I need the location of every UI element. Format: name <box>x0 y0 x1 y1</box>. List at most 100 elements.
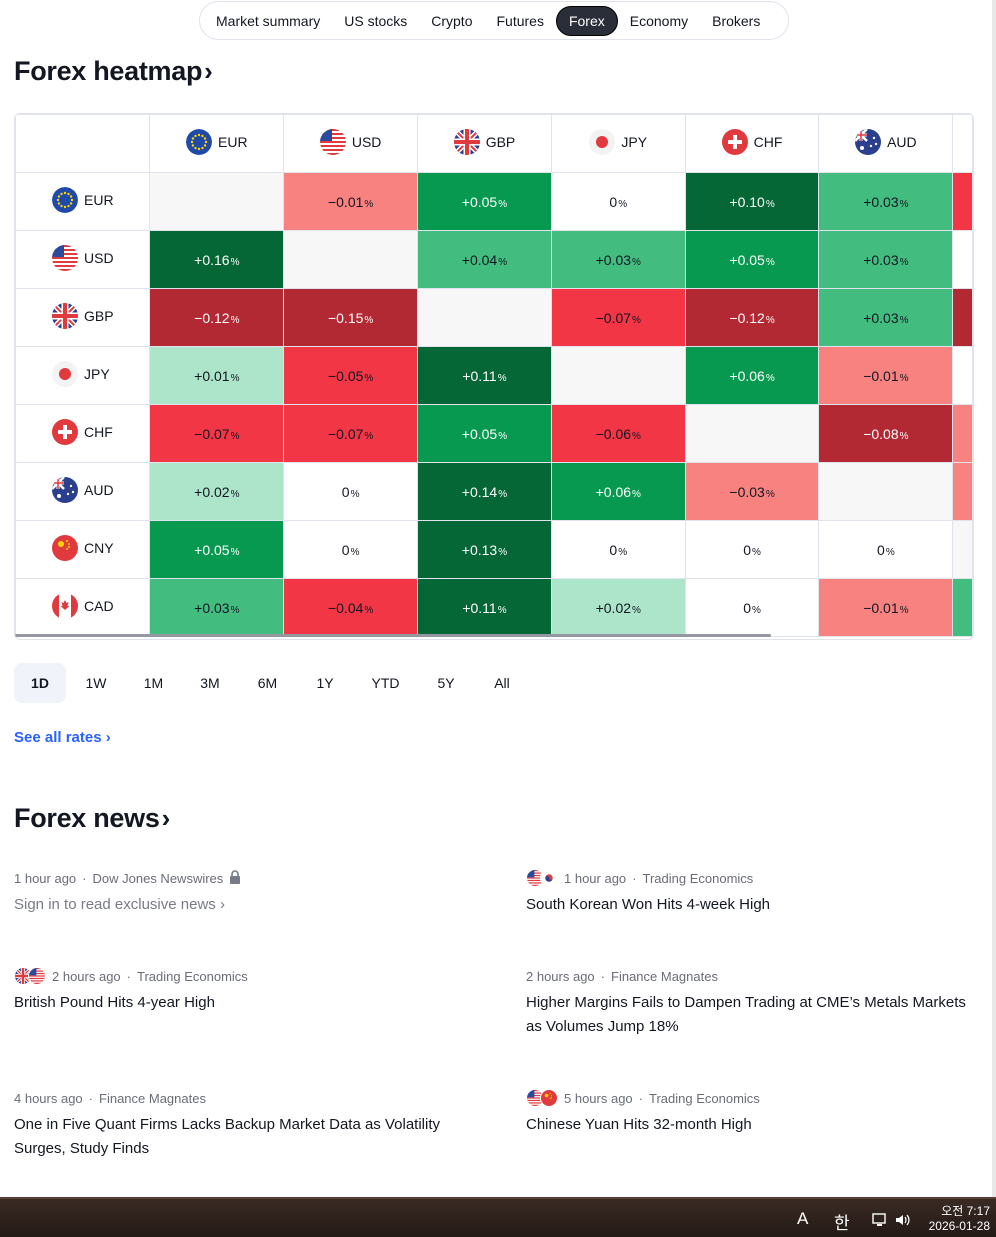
column-header-jpy[interactable]: JPY <box>550 114 686 173</box>
column-header-chf[interactable]: CHF <box>684 114 820 173</box>
heatmap-cell-chf-gbp[interactable]: +0.05% <box>417 404 552 463</box>
period-6m[interactable]: 6M <box>257 675 278 691</box>
news-item[interactable]: 2 hours ago · Finance Magnates Higher Margi… <box>526 965 966 1039</box>
heatmap-cell-cad-usd[interactable]: −0.04% <box>283 578 419 637</box>
forex-heatmap: EUR USD GBP JPY CHF AUD EUR −0.01% +0.05% 0% +0.10… <box>14 113 974 640</box>
column-header-aud[interactable]: AUD <box>818 114 954 173</box>
heatmap-cell-gbp-jpy[interactable]: −0.07% <box>550 288 686 347</box>
sign-in-link[interactable]: Sign in to read exclusive news › <box>14 896 225 913</box>
heatmap-cell-chf-eur[interactable]: −0.07% <box>149 404 285 463</box>
heatmap-cell-cny-eur[interactable]: +0.05% <box>149 520 285 579</box>
column-header-gbp[interactable]: GBP <box>417 114 552 173</box>
heatmap-cell-gbp-usd[interactable]: −0.15% <box>283 288 419 347</box>
heatmap-cell-cny-gbp[interactable]: +0.13% <box>417 520 552 579</box>
tab-brokers[interactable]: Brokers <box>712 12 761 29</box>
network-icon[interactable] <box>872 1212 888 1232</box>
period-1w[interactable]: 1W <box>85 675 107 691</box>
heatmap-cell-chf-jpy[interactable]: −0.06% <box>550 404 686 463</box>
news-headline[interactable]: One in Five Quant Firms Lacks Backup Mar… <box>14 1116 440 1157</box>
news-item[interactable]: 2 hours ago · Trading Economics British Pou… <box>14 965 454 1015</box>
page-scrollbar[interactable] <box>992 0 996 1197</box>
heatmap-cell-gbp-eur[interactable]: −0.12% <box>149 288 285 347</box>
heatmap-title[interactable]: Forex heatmap› <box>14 56 213 87</box>
heatmap-cell-eur-aud[interactable]: +0.03% <box>818 172 954 231</box>
heatmap-cell-cad-eur[interactable]: +0.03% <box>149 578 285 637</box>
heatmap-cell-jpy-eur[interactable]: +0.01% <box>149 346 285 405</box>
heatmap-cell-eur-gbp[interactable]: +0.05% <box>417 172 552 231</box>
column-header-eur[interactable]: EUR <box>149 114 285 173</box>
heatmap-cell-jpy-chf[interactable]: +0.06% <box>684 346 820 405</box>
heatmap-cell-chf-aud[interactable]: −0.08% <box>818 404 954 463</box>
heatmap-cell-usd-eur[interactable]: +0.16% <box>149 230 285 289</box>
heatmap-cell-eur-usd[interactable]: −0.01% <box>283 172 419 231</box>
heatmap-cell-aud-usd[interactable]: 0% <box>283 462 419 521</box>
row-header-eur[interactable]: EUR <box>15 172 151 231</box>
heatmap-cell-gbp-aud[interactable]: +0.03% <box>818 288 954 347</box>
see-all-rates-link[interactable]: See all rates › <box>14 729 111 746</box>
news-item[interactable]: 5 hours ago · Trading Economics Chinese Yua… <box>526 1087 966 1137</box>
heatmap-cell-usd-gbp[interactable]: +0.04% <box>417 230 552 289</box>
heatmap-cell-cny-usd[interactable]: 0% <box>283 520 419 579</box>
heatmap-cell-aud-jpy[interactable]: +0.06% <box>550 462 686 521</box>
row-header-aud[interactable]: AUD <box>15 462 151 521</box>
period-5y[interactable]: 5Y <box>437 675 455 691</box>
tab-crypto[interactable]: Crypto <box>431 12 473 29</box>
news-headline[interactable]: Higher Margins Fails to Dampen Trading a… <box>526 994 966 1035</box>
news-item[interactable]: 1 hour ago · Dow Jones Newswires Sign in to… <box>14 867 454 917</box>
news-item[interactable]: 4 hours ago · Finance Magnates One in Five … <box>14 1087 454 1161</box>
period-ytd[interactable]: YTD <box>371 675 400 691</box>
row-header-gbp[interactable]: GBP <box>15 288 151 347</box>
tab-forex[interactable]: Forex <box>555 5 618 36</box>
heatmap-cell-cny-jpy[interactable]: 0% <box>550 520 686 579</box>
period-all[interactable]: All <box>494 675 510 691</box>
heatmap-cell-cad-chf[interactable]: 0% <box>684 578 820 637</box>
heatmap-cell-cny-aud[interactable]: 0% <box>818 520 954 579</box>
news-title[interactable]: Forex news› <box>14 803 170 834</box>
heatmap-cell-usd-jpy[interactable]: +0.03% <box>550 230 686 289</box>
period-1y[interactable]: 1Y <box>316 675 334 691</box>
heatmap-cell-usd-chf[interactable]: +0.05% <box>684 230 820 289</box>
eur-flag-icon <box>186 129 213 155</box>
column-header-usd[interactable]: USD <box>283 114 419 173</box>
tab-economy[interactable]: Economy <box>629 12 689 29</box>
volume-icon[interactable] <box>895 1212 911 1232</box>
heatmap-cell-aud-gbp[interactable]: +0.14% <box>417 462 552 521</box>
period-3m[interactable]: 3M <box>200 675 220 691</box>
row-header-cny[interactable]: CNY <box>15 520 151 579</box>
heatmap-cell-eur-jpy[interactable]: 0% <box>550 172 686 231</box>
news-headline[interactable]: Chinese Yuan Hits 32-month High <box>526 1116 752 1133</box>
heatmap-cell-cad-jpy[interactable]: +0.02% <box>550 578 686 637</box>
heatmap-cell-usd-aud[interactable]: +0.03% <box>818 230 954 289</box>
heatmap-cell-gbp-chf[interactable]: −0.12% <box>684 288 820 347</box>
ime-mode-indicator[interactable]: A <box>797 1209 809 1228</box>
heatmap-cell-jpy-usd[interactable]: −0.05% <box>283 346 419 405</box>
heatmap-cell-eur-chf[interactable]: +0.10% <box>684 172 820 231</box>
ime-hangul-indicator[interactable]: 한 <box>834 1214 850 1233</box>
period-1d[interactable]: 1D <box>14 663 66 703</box>
heatmap-overflow-cell <box>952 288 973 347</box>
heatmap-cell-jpy-gbp[interactable]: +0.11% <box>417 346 552 405</box>
row-header-cad[interactable]: CAD <box>15 578 151 637</box>
row-header-usd[interactable]: USD <box>15 230 151 289</box>
tab-market-summary[interactable]: Market summary <box>216 12 321 29</box>
tab-futures[interactable]: Futures <box>496 12 544 29</box>
horizontal-scrollbar[interactable] <box>15 634 771 637</box>
heatmap-cell-cny-chf[interactable]: 0% <box>684 520 820 579</box>
row-header-jpy[interactable]: JPY <box>15 346 151 405</box>
row-header-chf[interactable]: CHF <box>15 404 151 463</box>
news-meta: 2 hours ago · Finance Magnates <box>526 965 966 987</box>
heatmap-cell-aud-eur[interactable]: +0.02% <box>149 462 285 521</box>
tab-us-stocks[interactable]: US stocks <box>344 12 408 29</box>
system-clock[interactable]: 오전 7:17 2026-01-28 <box>929 1204 990 1234</box>
news-headline[interactable]: British Pound Hits 4-year High <box>14 994 215 1011</box>
heatmap-row-gbp: GBP −0.12% −0.15% −0.07% −0.12% +0.03% <box>15 288 973 347</box>
news-headline[interactable]: South Korean Won Hits 4-week High <box>526 896 771 913</box>
cell-value: −0.15 <box>327 309 364 326</box>
heatmap-cell-cad-aud[interactable]: −0.01% <box>818 578 954 637</box>
news-item[interactable]: 1 hour ago · Trading Economics South Korean… <box>526 867 966 917</box>
heatmap-cell-cad-gbp[interactable]: +0.11% <box>417 578 552 637</box>
heatmap-cell-chf-usd[interactable]: −0.07% <box>283 404 419 463</box>
heatmap-cell-aud-chf[interactable]: −0.03% <box>684 462 820 521</box>
heatmap-cell-jpy-aud[interactable]: −0.01% <box>818 346 954 405</box>
period-1m[interactable]: 1M <box>143 675 164 691</box>
